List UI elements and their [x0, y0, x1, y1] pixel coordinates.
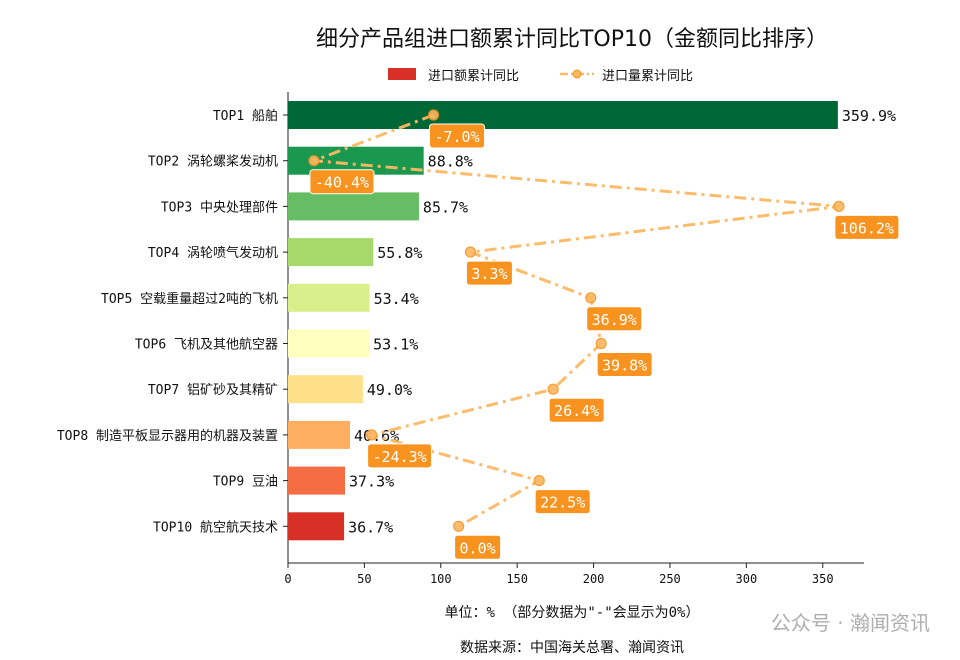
bar-value-label: 37.3%	[349, 473, 394, 491]
bar-value-label: 36.7%	[348, 518, 393, 536]
y-tick-label: TOP8 制造平板显示器用的机器及装置	[57, 428, 278, 444]
bar	[288, 192, 419, 221]
bar	[288, 375, 363, 404]
line-value-label: 22.5%	[540, 494, 585, 512]
line-point	[308, 155, 320, 167]
source-note: 数据来源：中国海关总署、瀚闻资讯	[460, 640, 684, 656]
line-label-box	[454, 534, 502, 560]
x-tick-label: 200	[583, 572, 605, 586]
y-tick-label: TOP5 空载重量超过2吨的飞机	[101, 291, 278, 307]
bar	[288, 512, 345, 541]
bar-value-label: 88.8%	[428, 153, 473, 171]
x-tick-label: 100	[430, 572, 452, 586]
line-label-box	[548, 397, 605, 423]
y-tick-label: TOP9 豆油	[213, 475, 278, 490]
y-tick-label: TOP6 飞机及其他航空器	[135, 337, 278, 353]
line-value-label: 36.9%	[592, 311, 637, 329]
line-value-label: 26.4%	[554, 402, 599, 420]
x-tick-label: 150	[506, 572, 528, 586]
line-label-box	[429, 123, 486, 149]
x-tick-label: 0	[284, 572, 291, 586]
watermark: 公众号 · 瀚闻资讯	[771, 611, 930, 635]
y-tick-label: TOP4 涡轮喷气发动机	[148, 245, 278, 261]
bar-value-label: 359.9%	[842, 107, 896, 125]
x-tick-label: 250	[659, 572, 681, 586]
line-label-box	[834, 214, 900, 240]
bar-value-label: 53.4%	[374, 290, 419, 308]
legend-line-marker	[572, 69, 582, 79]
chart-title: 细分产品组进口额累计同比TOP10（金额同比排序）	[316, 27, 828, 52]
x-tick-label: 300	[736, 572, 758, 586]
legend-bar-swatch	[388, 68, 416, 80]
line-point	[453, 520, 465, 532]
line-value-label: 0.0%	[460, 539, 496, 557]
line-point	[585, 292, 597, 304]
unit-note: 单位：% （部分数据为"-"会显示为0%）	[444, 605, 699, 621]
bar	[288, 101, 838, 129]
line-point	[547, 383, 559, 395]
line-value-label: 106.2%	[840, 219, 894, 237]
line-label-box	[534, 489, 591, 515]
bar	[288, 238, 374, 267]
line-value-label: -40.4%	[315, 174, 369, 192]
legend: 进口额累计同比 进口量累计同比	[388, 68, 693, 84]
bar-value-label: 49.0%	[367, 381, 412, 399]
line-point	[533, 475, 545, 487]
legend-bar-label: 进口额累计同比	[428, 69, 519, 84]
line-value-label: 39.8%	[602, 357, 647, 375]
line-label-box	[465, 260, 513, 286]
legend-line-label: 进口量累计同比	[602, 69, 693, 84]
y-tick-label: TOP1 船舶	[213, 108, 278, 124]
line-value-label: 3.3%	[471, 265, 507, 283]
bar-value-label: 85.7%	[423, 198, 468, 216]
bar	[288, 283, 370, 312]
line-point	[833, 200, 845, 212]
line-label-box	[586, 306, 643, 332]
bar	[288, 466, 345, 495]
line-point	[365, 429, 378, 441]
bar	[288, 329, 370, 358]
y-tick-label: TOP10 航空航天技术	[153, 519, 278, 535]
bar-value-label: 55.8%	[377, 244, 422, 262]
line-point	[595, 337, 607, 350]
y-tick-label: TOP7 铝矿砂及其精矿	[148, 383, 278, 398]
line-value-label: -24.3%	[372, 448, 426, 466]
line-point	[427, 109, 440, 121]
line-label-box	[367, 443, 433, 469]
line-value-label: -7.0%	[434, 128, 479, 146]
line-label-box	[309, 169, 375, 195]
bar-value-label: 53.1%	[373, 336, 418, 354]
line-point	[464, 246, 477, 258]
line-label-box	[596, 352, 653, 377]
bar	[288, 420, 351, 449]
x-tick-label: 350	[812, 572, 834, 586]
x-tick-label: 50	[357, 572, 371, 586]
y-tick-label: TOP2 涡轮螺桨发动机	[148, 154, 278, 170]
y-tick-label: TOP3 中央处理部件	[161, 200, 278, 215]
